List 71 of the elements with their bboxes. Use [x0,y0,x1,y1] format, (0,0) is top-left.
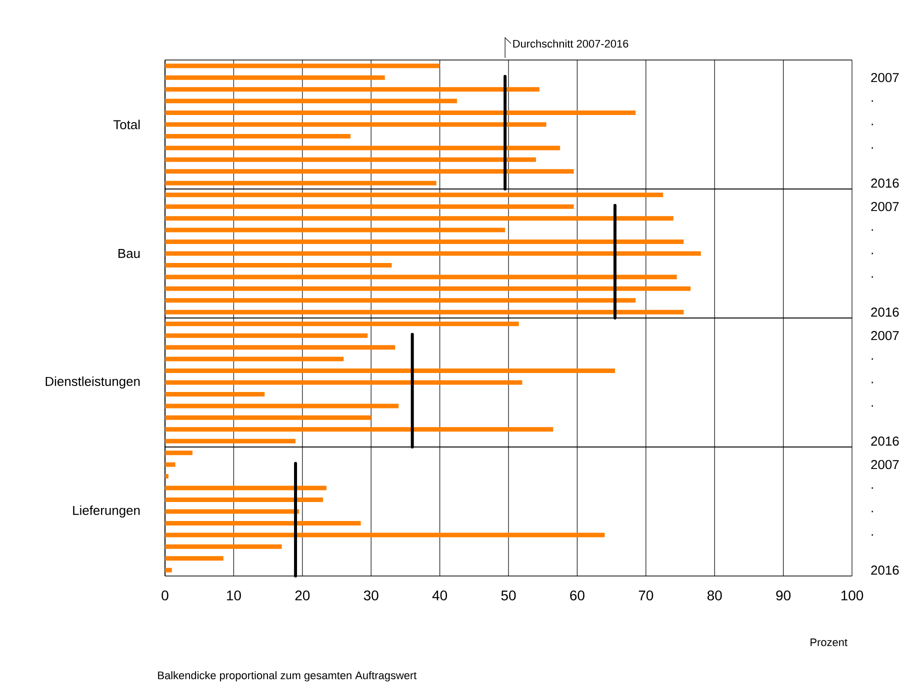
y-tick-label: . [872,276,873,278]
bar [165,192,664,198]
bar [165,228,506,232]
y-tick-label: . [872,487,873,489]
bar [165,380,522,385]
bar [165,427,554,432]
bar [165,474,168,479]
y-tick-label: 2016 [871,436,899,446]
bar [165,415,372,420]
y-axis-title: Bau [118,248,140,258]
x-tick-label: 10 [227,590,241,600]
y-axis-title: Total [113,120,140,130]
bar [165,274,677,280]
bar [165,356,344,362]
y-tick-label: 2007 [871,460,899,470]
bar [165,520,361,526]
y-tick-label: . [872,252,873,254]
y-tick-label: 2016 [871,178,899,188]
bar [165,240,684,244]
bar [165,462,176,467]
bar [165,216,674,221]
bar [165,450,192,456]
bar [165,286,691,291]
bar [165,568,172,572]
y-tick-label: . [872,229,873,231]
y-tick-label: 2016 [871,566,899,575]
bar [165,509,299,514]
bar [165,368,615,374]
x-tick-label: 90 [776,590,791,600]
x-tick-label: 30 [364,590,378,600]
y-tick-label: . [872,382,873,384]
bar [165,404,399,408]
bar [165,310,684,314]
x-tick-label: 50 [501,590,516,600]
bar [165,204,574,209]
legend-label: Durchschnitt 2007-2016 [513,40,628,48]
bar [165,544,282,549]
y-tick-label: . [872,510,873,512]
x-axis-title: Prozent [810,638,848,646]
x-tick-label: 0 [162,590,168,600]
y-tick-label: 2007 [871,202,899,212]
y-tick-label: . [872,534,873,536]
bar [165,298,636,303]
x-tick-label: 40 [432,590,448,600]
y-tick-label: . [872,405,873,407]
y-axis-title: Dienstleistungen [46,376,140,389]
bar [165,322,519,326]
bar [165,251,701,256]
x-tick-label: 60 [570,590,584,600]
x-tick-label: 20 [295,590,310,600]
bar [165,392,265,396]
y-tick-label: . [872,100,873,102]
bar [165,438,296,444]
x-tick-label: 100 [841,590,864,600]
y-tick-label: . [872,358,873,360]
bar [165,486,326,490]
y-tick-label: . [872,147,873,149]
y-axis-title: Lieferungen [73,505,140,518]
y-tick-label: 2016 [871,308,899,317]
bar [165,262,392,268]
y-tick-label: 2007 [871,331,899,340]
x-tick-label: 70 [638,590,654,600]
y-tick-label: . [872,124,873,126]
bar [165,345,396,350]
y-tick-label: 2007 [871,72,899,82]
bar [165,498,324,502]
bar [165,556,224,561]
text: Balkendicke proportional zum gesamten Auftragswert [158,671,417,682]
x-tick-label: 80 [707,590,722,600]
bar [165,333,368,338]
bar [165,532,605,538]
